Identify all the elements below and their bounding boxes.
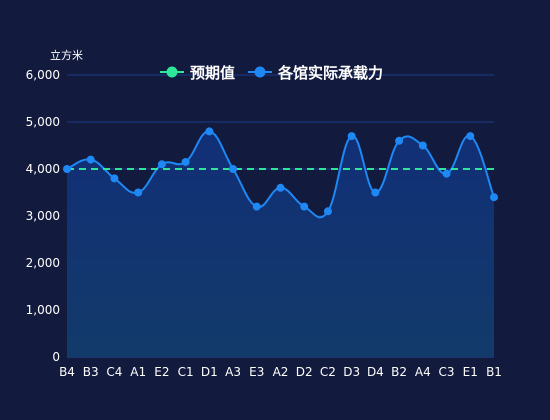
actual-capacity-area	[67, 131, 494, 357]
data-point-actual-capacity[interactable]	[63, 165, 71, 173]
data-point-actual-capacity[interactable]	[371, 188, 380, 197]
data-point-actual-capacity[interactable]	[490, 193, 498, 202]
x-tick-label: C1	[178, 365, 194, 379]
data-point-actual-capacity[interactable]	[252, 202, 261, 211]
data-point-actual-capacity[interactable]	[181, 157, 190, 166]
y-tick-label: 2,000	[26, 256, 60, 270]
data-point-actual-capacity[interactable]	[347, 132, 356, 141]
x-tick-label: C4	[106, 365, 122, 379]
x-tick-label: C2	[320, 365, 336, 379]
data-point-actual-capacity[interactable]	[323, 207, 332, 216]
data-point-actual-capacity[interactable]	[442, 169, 451, 178]
y-tick-label: 5,000	[26, 115, 60, 129]
data-point-actual-capacity[interactable]	[86, 155, 95, 164]
legend-label: 各馆实际承载力	[277, 64, 383, 82]
y-tick-label: 0	[52, 350, 60, 364]
x-tick-label: A4	[415, 365, 431, 379]
point-layer	[63, 127, 498, 216]
y-tick-label: 6,000	[26, 68, 60, 82]
x-tick-label: E1	[463, 365, 478, 379]
legend-dot-marker	[254, 66, 266, 78]
data-point-actual-capacity[interactable]	[276, 183, 285, 192]
x-tick-label: D1	[201, 365, 218, 379]
y-axis-ticks: 0 1,000 2,000 3,000 4,000 5,000 6,000	[26, 68, 60, 364]
x-tick-label: A3	[225, 365, 241, 379]
y-tick-label: 1,000	[26, 303, 60, 317]
legend[interactable]: 预期值 各馆实际承载力	[160, 64, 383, 82]
data-point-actual-capacity[interactable]	[134, 188, 143, 197]
x-tick-label: D3	[343, 365, 360, 379]
x-axis-ticks: B4 B3 C4 A1 E2 C1 D1 A3 E3 A2 D2 C2 D3 D4 B2 A4 C3 E1 B1	[59, 365, 502, 379]
y-tick-label: 4,000	[26, 162, 60, 176]
data-point-actual-capacity[interactable]	[110, 174, 119, 183]
x-tick-label: A1	[130, 365, 146, 379]
data-point-actual-capacity[interactable]	[229, 165, 238, 173]
y-axis-unit-label: 立方米	[50, 48, 83, 62]
data-point-actual-capacity[interactable]	[466, 132, 475, 141]
x-tick-label: B4	[59, 365, 75, 379]
data-point-actual-capacity[interactable]	[205, 127, 214, 136]
x-tick-label: D4	[367, 365, 384, 379]
data-point-actual-capacity[interactable]	[300, 202, 309, 211]
x-tick-label: D2	[296, 365, 313, 379]
legend-item-expected[interactable]: 预期值	[160, 64, 235, 82]
legend-dot-marker	[166, 66, 178, 78]
legend-label: 预期值	[190, 64, 235, 82]
data-point-actual-capacity[interactable]	[157, 160, 166, 169]
data-point-actual-capacity[interactable]	[418, 141, 427, 150]
x-tick-label: E2	[154, 365, 169, 379]
x-tick-label: B3	[83, 365, 99, 379]
data-point-actual-capacity[interactable]	[395, 136, 404, 145]
area-layer	[67, 131, 494, 357]
x-tick-label: B1	[486, 365, 502, 379]
x-tick-label: E3	[249, 365, 264, 379]
legend-item-actual-capacity[interactable]: 各馆实际承载力	[248, 64, 383, 82]
x-tick-label: B2	[391, 365, 407, 379]
y-tick-label: 3,000	[26, 209, 60, 223]
x-tick-label: A2	[273, 365, 289, 379]
x-tick-label: C3	[439, 365, 455, 379]
